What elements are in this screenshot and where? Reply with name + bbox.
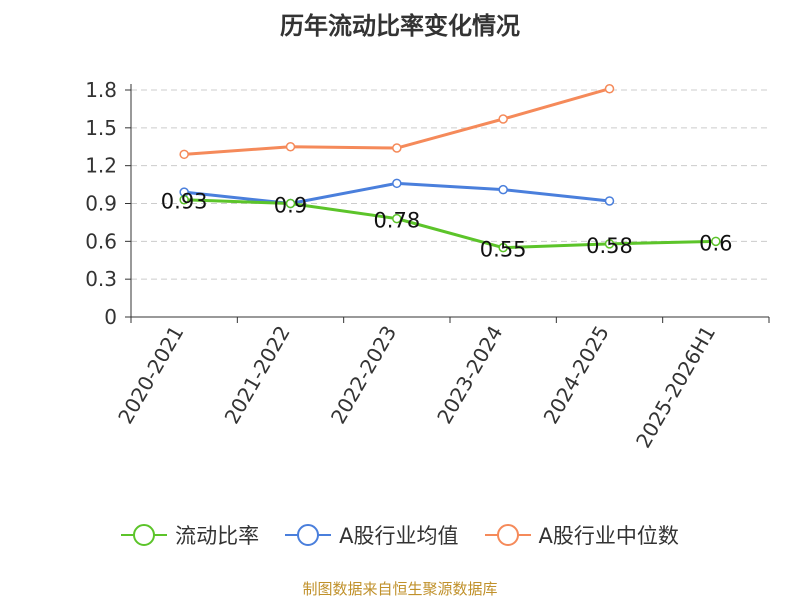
data-label-5: 0.6 [699,231,732,255]
y-tick-label-5: 1.5 [85,116,117,140]
legend-label-industry-median: A股行业中位数 [538,524,679,548]
legend-swatch-industry-mean [285,524,332,546]
legend-label-current-ratio: 流动比率 [175,524,260,548]
y-tick-label-0: 0 [104,305,117,329]
legend: 流动比率 A股行业均值 A股行业中位数 [0,520,800,550]
chart-title: 历年流动比率变化情况 [280,12,520,40]
data-point-s0-1 [285,198,296,209]
y-tick-label-4: 1.2 [85,154,117,178]
data-label-4: 0.58 [586,234,633,258]
data-point-s2-0 [179,149,189,160]
data-point-s0-2 [392,213,402,224]
x-tick-label-5: 2025-2026H1 [631,322,720,452]
data-point-s0-4 [604,239,615,249]
legend-swatch-industry-median [484,524,531,546]
legend-label-industry-mean: A股行业均值 [339,524,459,548]
data-label-0: 0.93 [161,190,208,214]
y-tick-label-2: 0.6 [85,229,117,253]
series-line-0 [184,198,716,250]
legend-item-industry-mean[interactable]: A股行业均值 [285,520,459,550]
data-point-s0-5 [711,236,721,247]
data-point-s1-3 [498,184,508,195]
data-point-s2-4 [604,83,615,94]
x-tick-label-0: 2020-2021 [113,322,188,428]
x-tick-label-2: 2022-2023 [326,322,401,428]
x-tick-label-4: 2024-2025 [539,322,614,428]
legend-swatch-current-ratio [121,524,168,546]
y-tick-label-1: 0.3 [85,267,117,291]
data-label-3: 0.55 [480,238,527,262]
data-point-s0-0 [179,194,189,205]
data-point-s2-1 [285,142,296,152]
data-point-s1-2 [392,178,402,189]
data-point-s1-4 [604,196,615,206]
y-tick-label-6: 1.8 [85,78,117,102]
data-point-s2-3 [498,114,508,124]
x-tick-label-3: 2023-2024 [432,321,507,427]
data-point-s0-3 [498,242,508,253]
y-tick-label-3: 0.9 [85,192,117,216]
legend-item-industry-median[interactable]: A股行业中位数 [484,520,679,550]
legend-item-current-ratio[interactable]: 流动比率 [121,520,259,550]
data-point-s2-2 [392,143,402,153]
data-label-2: 0.78 [373,209,420,233]
data-label-1: 0.9 [274,194,307,218]
x-tick-label-1: 2021-2022 [220,322,295,428]
source-note: 制图数据来自恒生聚源数据库 [302,580,498,598]
